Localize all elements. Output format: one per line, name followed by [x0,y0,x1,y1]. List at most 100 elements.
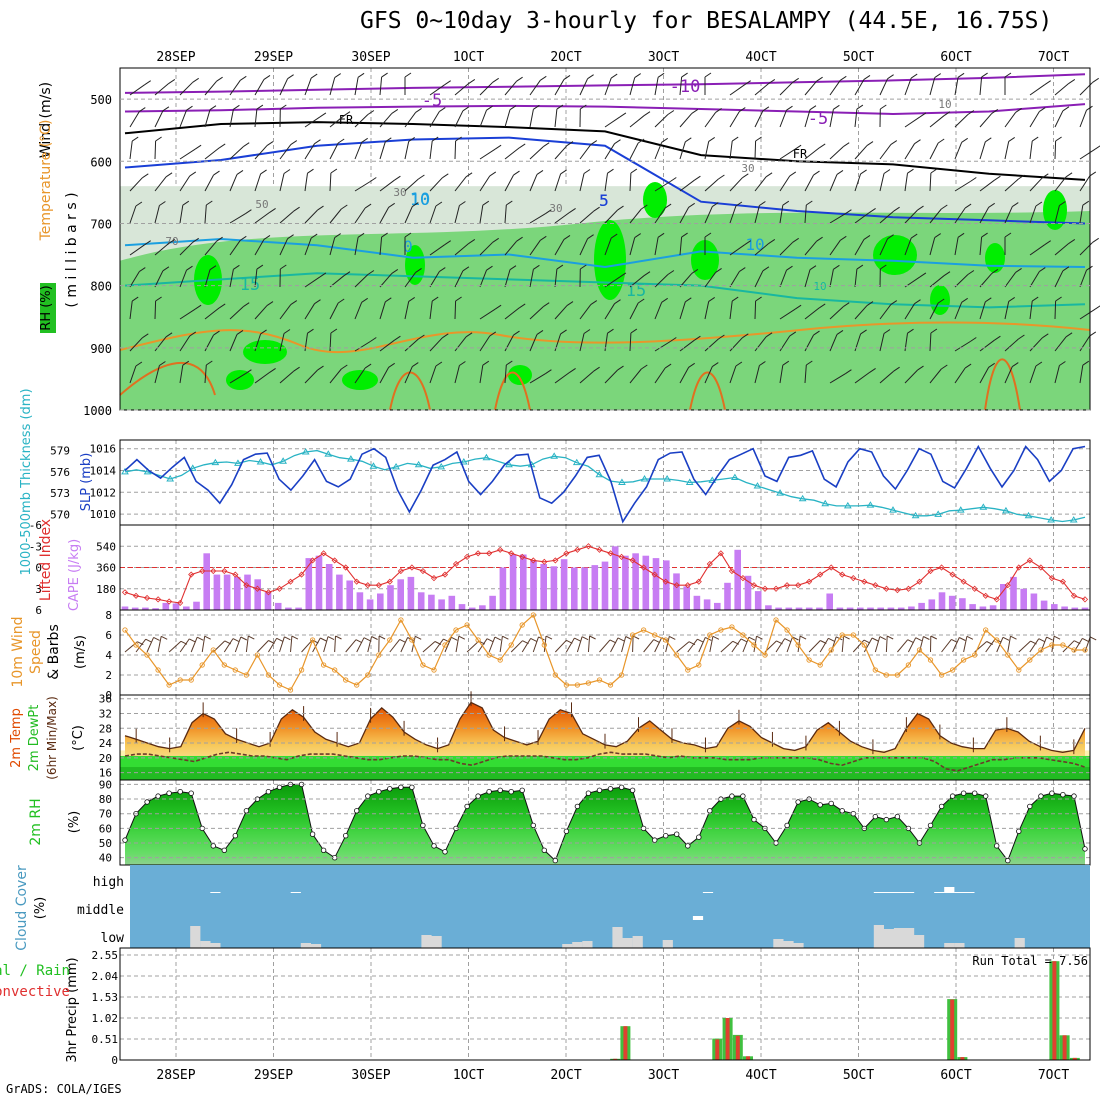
rh-marker [784,822,790,829]
cloud-level-high: high [93,875,124,890]
li-marker [287,578,294,585]
thickness-marker [685,478,694,485]
li-marker [728,567,735,575]
cape-bar [285,607,292,610]
rh-marker [276,784,283,790]
thickness-marker [1002,506,1010,514]
wind-speed-marker [618,672,625,678]
wind-speed-marker [166,682,172,688]
pressure-tick: 600 [90,155,112,169]
cloud-bar-low [883,929,895,948]
li-tick: 0 [35,562,42,575]
wind-speed-marker [972,652,978,658]
li-marker [695,578,702,585]
contour-label: 5 [599,191,609,210]
wind-speed-marker [729,624,735,630]
wind-speed-marker [475,637,481,643]
li-marker [331,557,338,564]
li-marker [541,558,548,565]
cape-bar [407,576,415,610]
rh-marker [663,833,669,839]
wind-speed-marker [1082,647,1088,653]
cloud-bar-low [300,943,311,948]
date-label-bottom: 2OCT [550,1068,581,1083]
date-label-bottom: 6OCT [940,1068,971,1083]
cape-bar [1051,604,1058,610]
contour-label: 10 [410,190,430,210]
li-marker [1048,575,1055,582]
li-marker [772,585,780,592]
wind-speed-marker [398,617,404,623]
slp-tick: 1014 [90,465,117,478]
li-marker [254,585,261,592]
convective-label: Convective [0,984,70,1000]
rh-marker [320,847,327,853]
wind-speed-marker [949,667,956,673]
rh-band-70 [120,211,1090,410]
wind-speed-marker [751,642,757,648]
rh-marker [629,787,636,793]
wind-speed-marker [762,652,768,658]
cape-bar [509,554,517,610]
li-marker [640,564,647,571]
cape-bar [131,607,139,610]
li-marker [706,560,713,568]
upper-wind-barbs [129,72,1100,384]
rh-marker [938,803,945,810]
rh-blob-90 [873,235,917,275]
precip-convective-bar [623,1026,628,1060]
cloud-bar-low [904,928,915,948]
li-marker [993,596,1000,603]
rh-label: RH (%) [39,285,54,330]
cloud-bar-high [944,887,955,893]
wind-speed-marker [861,642,867,648]
thickness-marker [821,499,830,507]
thickness-marker [279,457,288,464]
thickness-marker [843,501,852,509]
date-label-top: 3OCT [648,50,679,65]
total-rain-label: Total / Rain [0,963,70,979]
wind-speed-marker [894,672,901,678]
wind-speed-marker [442,642,448,648]
cloud-bar-high [702,892,714,893]
cloud-bar-low [572,942,583,948]
date-label-top: 7OCT [1038,50,1069,65]
date-label-bottom: 28SEP [156,1068,195,1083]
wind-speed-marker [850,632,856,638]
wind-speed-marker [707,632,713,638]
cloud-bar-high [934,892,945,893]
isotherm-line [119,321,1091,354]
cloud-bar-low [612,927,623,948]
rh-marker [927,822,934,829]
pressure-tick: 800 [90,280,112,294]
rh-blob-90 [643,182,667,218]
wind-speed-marker [1060,642,1066,648]
rh-marker [828,800,834,807]
precip-tick: 0 [111,1054,118,1067]
cape-bar [264,592,272,610]
li-marker [927,567,934,575]
cloud-bar-low [421,935,432,948]
rh-blob-90 [405,245,425,285]
wind-speed-marker [883,672,890,678]
rh-marker [431,843,437,849]
li-marker [905,585,912,592]
rh-tick: 50 [99,837,112,850]
pressure-tick: 900 [90,342,112,356]
rh-marker [464,803,470,810]
thickness-marker [211,458,220,466]
thickness-marker [866,501,875,508]
li-marker [784,582,791,589]
li-marker [574,546,581,553]
date-label-top: 2OCT [550,50,581,65]
thickness-marker [188,464,197,471]
rh-marker [508,789,514,795]
wind-speed-marker [508,642,514,648]
cloud-bar-high [210,892,221,893]
chart-title: GFS 0~10day 3-hourly for BESALAMPY (44.5… [360,8,1053,34]
wind-speed-marker [519,622,525,628]
li-marker [1037,564,1044,571]
cape-bar [938,592,946,610]
thickness-marker [956,506,965,513]
cape-bar [795,607,803,610]
